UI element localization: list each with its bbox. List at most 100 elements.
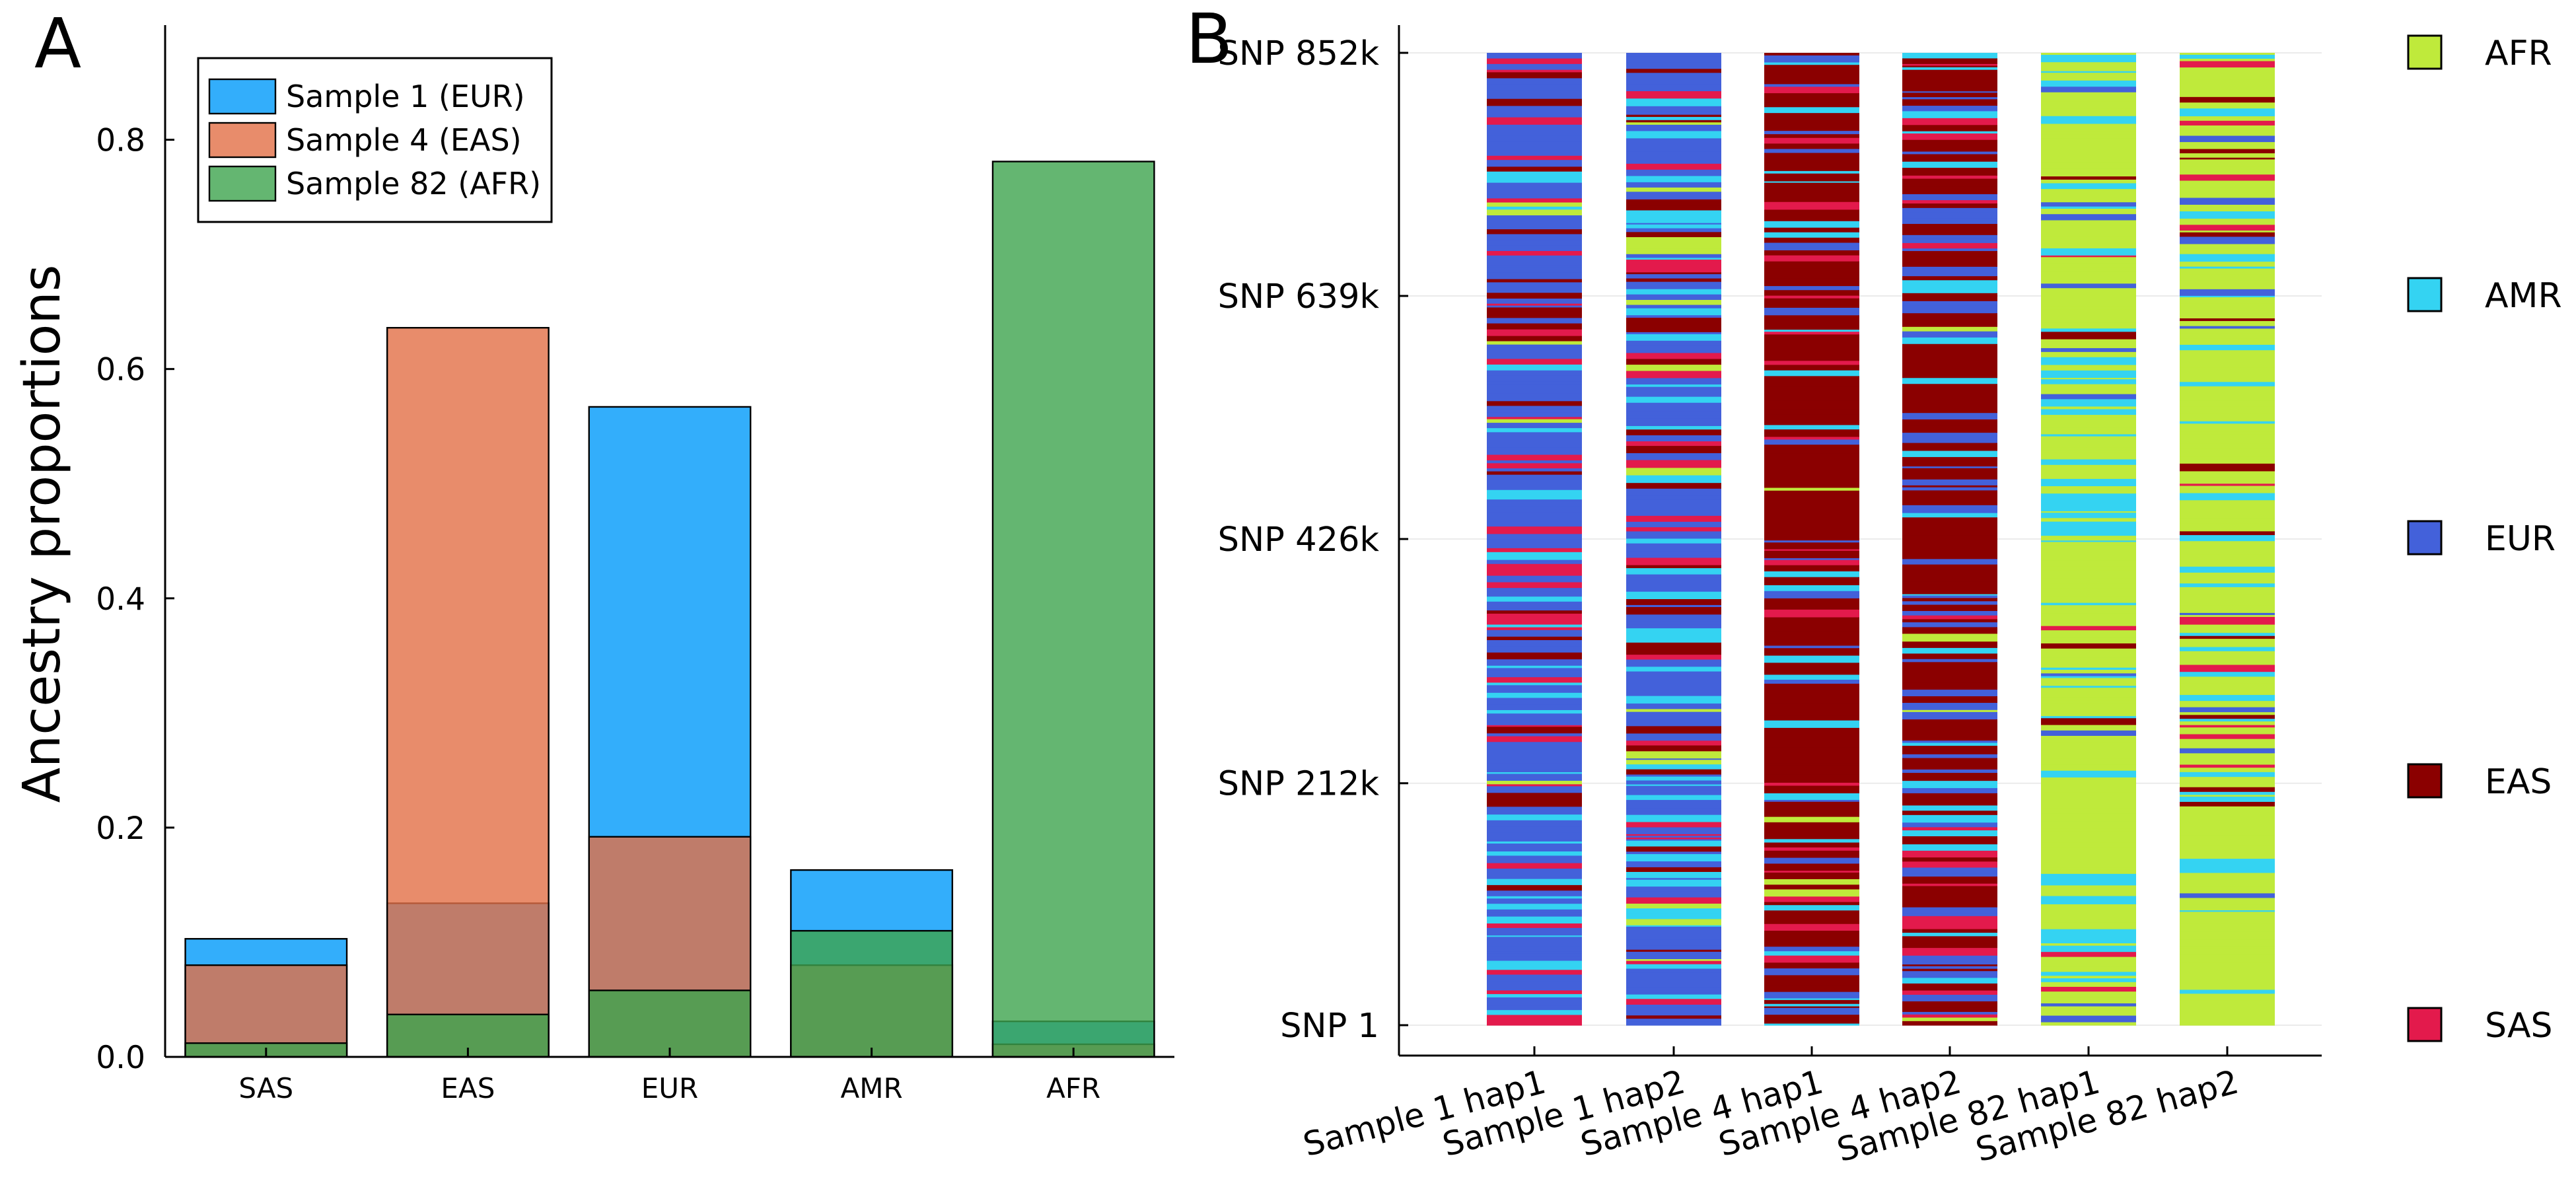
segment-eas (1902, 619, 1997, 623)
segment-sas (1902, 827, 1997, 831)
segment-amr (2180, 797, 2275, 803)
segment-afr (2180, 443, 2275, 450)
segment-eas (1764, 765, 1859, 768)
segment-eas (1902, 574, 1997, 579)
segment-eas (1487, 166, 1582, 172)
segment-afr (2041, 791, 2136, 793)
segment-eur (1626, 861, 1721, 867)
segment-afr (2041, 725, 2136, 727)
segment-afr (2180, 166, 2275, 174)
segment-eas (1902, 92, 1997, 98)
segment-eas (1487, 98, 1582, 107)
segment-eas (2180, 715, 2275, 719)
segment-afr (2180, 268, 2275, 275)
segment-afr (2180, 244, 2275, 250)
segment-eur (1626, 182, 1721, 188)
segment-eur (1626, 406, 1721, 412)
segment-sas (1487, 359, 1582, 365)
segment-eur (1487, 559, 1582, 565)
segment-eur (1626, 992, 1721, 995)
segment-eas (1902, 838, 1997, 845)
segment-amr (1764, 232, 1859, 238)
segment-afr (2041, 220, 2136, 226)
segment-eur (1487, 135, 1582, 139)
segment-afr (2041, 560, 2136, 567)
segment-amr (1487, 692, 1582, 699)
segment-eas (1764, 306, 1859, 308)
segment-amr (1626, 308, 1721, 316)
segment-eas (1902, 83, 1997, 88)
segment-amr (2041, 80, 2136, 87)
segment-eur (1487, 937, 1582, 940)
segment-afr (2180, 425, 2275, 432)
segment-eur (1626, 254, 1721, 258)
segment-eas (1902, 598, 1997, 602)
segment-afr (2180, 333, 2275, 339)
segment-afr (1626, 248, 1721, 255)
segment-sas (1626, 655, 1721, 661)
segment-eur (1626, 928, 1721, 933)
segment-amr (2041, 521, 2136, 530)
x-tick-label-amr: AMR (841, 1072, 903, 1104)
segment-eas (1764, 113, 1859, 119)
segment-eas (1764, 668, 1859, 676)
segment-eur (1902, 331, 1997, 338)
segment-afr (2180, 147, 2275, 150)
segment-eur (1902, 106, 1997, 112)
segment-eur (1626, 987, 1721, 993)
segment-eur (1487, 406, 1582, 414)
segment-eur (1487, 432, 1582, 439)
segment-afr (2180, 554, 2275, 562)
segment-sas (1764, 923, 1859, 931)
segment-sas (1487, 1015, 1582, 1021)
segment-eur (1487, 447, 1582, 456)
segment-afr (2180, 204, 2275, 209)
bar-sample-82-afr--eur (588, 990, 752, 1058)
segment-eas (1764, 159, 1859, 166)
segment-afr (2180, 688, 2275, 696)
segment-eas (1764, 153, 1859, 156)
segment-eur (2180, 612, 2275, 616)
segment-eur (1487, 474, 1582, 479)
segment-eur (1626, 968, 1721, 974)
segment-afr (2180, 83, 2275, 86)
segment-eas (1764, 273, 1859, 279)
segment-eur (1902, 966, 1997, 970)
segment-eur (1626, 614, 1721, 622)
segment-sas (1902, 850, 1997, 858)
segment-eas (1764, 902, 1859, 906)
segment-eas (1902, 700, 1997, 703)
segment-amr (1487, 665, 1582, 668)
segment-eas (1764, 528, 1859, 531)
segment-eur (1487, 675, 1582, 678)
segment-eas (1487, 315, 1582, 319)
segment-eur (1902, 788, 1997, 794)
segment-eas (1764, 530, 1859, 536)
segment-sas (1487, 117, 1582, 126)
segment-eur (1487, 375, 1582, 382)
segment-eas (1764, 515, 1859, 522)
segment-eur (1626, 62, 1721, 69)
segment-eur (2041, 730, 2136, 737)
segment-afr (2180, 518, 2275, 524)
segment-eur (1487, 305, 1582, 308)
segment-eas (1764, 378, 1859, 386)
segment-afr (2180, 187, 2275, 192)
segment-afr (2041, 162, 2136, 170)
segment-afr (2180, 67, 2275, 75)
segment-eur (1902, 825, 1997, 828)
y-tick-label: 0.6 (96, 352, 145, 388)
segment-afr (2180, 873, 2275, 880)
segment-sas (1764, 782, 1859, 787)
segment-afr (2041, 890, 2136, 897)
segment-eur (1626, 556, 1721, 559)
segment-eur (1487, 124, 1582, 129)
segment-afr (2180, 321, 2275, 324)
segment-eur (1626, 808, 1721, 812)
segment-eur (1487, 78, 1582, 85)
segment-eur (1626, 56, 1721, 59)
segment-afr (2041, 271, 2136, 277)
segment-eas (1902, 103, 1997, 106)
segment-eas (1764, 165, 1859, 172)
segment-amr (2041, 602, 2136, 606)
